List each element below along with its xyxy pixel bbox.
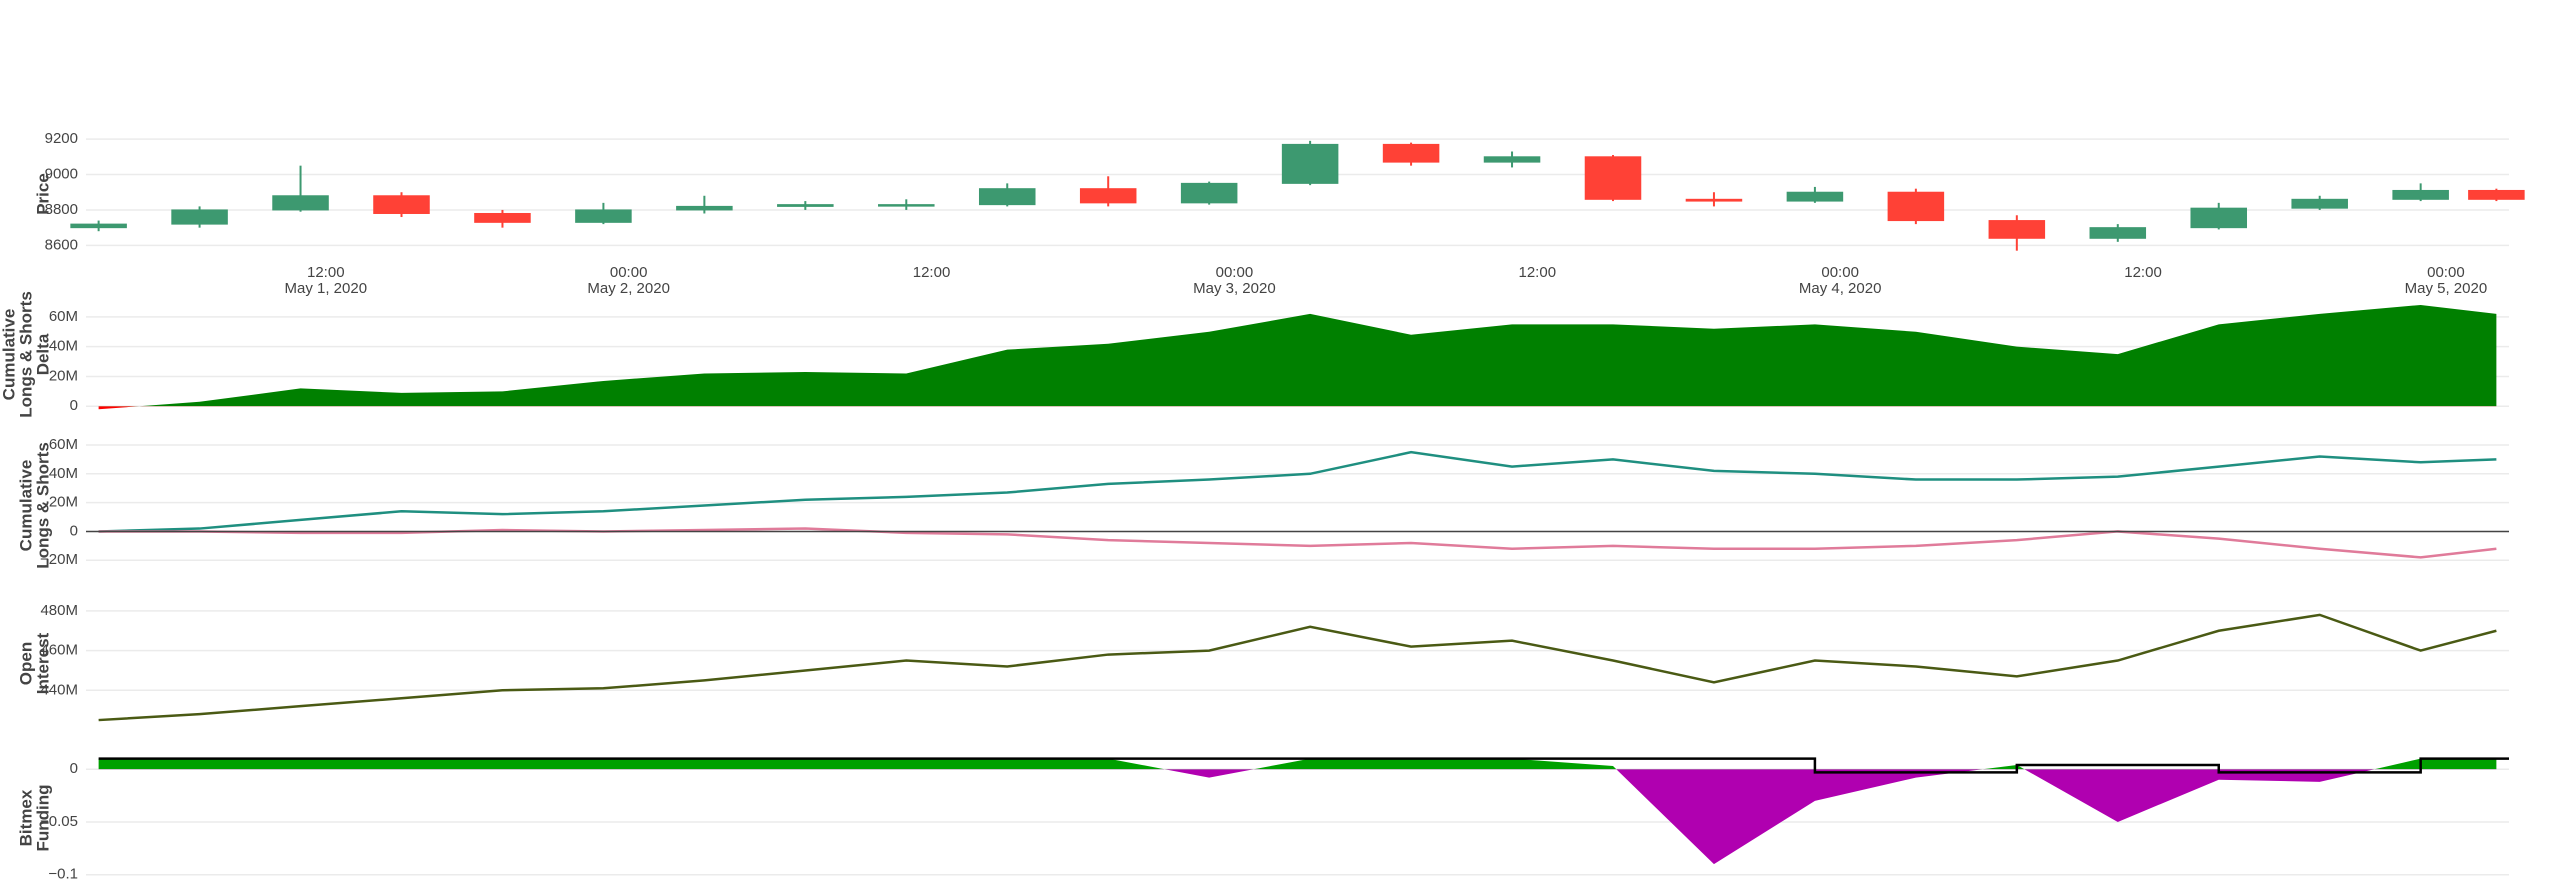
candle-body: [1483, 156, 1541, 163]
y-tick-label: 8800: [45, 201, 78, 218]
y-axis-title: Open: [16, 642, 35, 685]
x-tick-label: May 5, 2020: [2405, 280, 2488, 297]
candle-body: [2392, 189, 2449, 200]
candle-body: [575, 209, 632, 223]
y-axis-title: Longs & Shorts: [16, 291, 35, 418]
y-tick-label: 40M: [49, 338, 78, 355]
y-axis-title: Funding: [33, 784, 52, 851]
candle-body: [2468, 189, 2525, 200]
y-axis-title: Interest: [33, 632, 52, 694]
area-negative: [1164, 769, 2375, 865]
y-tick-label: 0: [70, 522, 78, 539]
line: [98, 450, 2497, 533]
candle-body: [2190, 207, 2248, 229]
y-axis-title: Price: [33, 173, 52, 215]
y-axis-title: Delta: [33, 333, 52, 375]
x-tick-label: 00:00: [2427, 264, 2465, 281]
x-tick-label: May 3, 2020: [1193, 280, 1276, 297]
candle-body: [2291, 198, 2348, 209]
y-tick-label: 9000: [45, 165, 78, 182]
x-tick-label: 00:00: [1821, 264, 1859, 281]
y-axis-title: Cumulative: [0, 309, 18, 401]
candle-body: [272, 195, 329, 211]
candle-body: [878, 204, 935, 207]
y-tick-label: 8600: [45, 236, 78, 253]
line: [98, 613, 2497, 722]
area-negative: [98, 406, 140, 410]
candle-body: [1786, 191, 1844, 202]
y-axis-title: Longs & Shorts: [33, 442, 52, 569]
y-tick-label: −20M: [40, 551, 78, 568]
line: [98, 757, 2509, 774]
y-tick-label: 20M: [49, 367, 78, 384]
candle-body: [171, 209, 228, 225]
x-tick-label: 12:00: [307, 264, 345, 281]
y-tick-label: 9200: [45, 130, 78, 147]
candle-body: [1584, 156, 1642, 200]
candle-body: [373, 195, 430, 214]
y-tick-label: 0: [70, 397, 78, 414]
candle-body: [1988, 220, 2046, 239]
area-positive: [98, 758, 2497, 770]
y-tick-label: 20M: [49, 494, 78, 511]
y-tick-label: 480M: [40, 602, 78, 619]
y-tick-label: 460M: [40, 642, 78, 659]
candle-body: [777, 204, 834, 207]
x-tick-label: May 2, 2020: [587, 280, 670, 297]
y-tick-label: −0.1: [48, 866, 78, 883]
x-tick-label: 00:00: [1216, 264, 1254, 281]
candle-body: [1887, 191, 1945, 222]
candle-body: [1685, 198, 1743, 202]
candle-body: [1382, 143, 1440, 163]
x-tick-label: May 4, 2020: [1799, 280, 1882, 297]
y-axis-title: Bitmex: [16, 789, 35, 846]
x-tick-label: 12:00: [1519, 264, 1557, 281]
candle-body: [474, 212, 531, 223]
x-tick-label: 00:00: [610, 264, 648, 281]
area-positive: [98, 304, 2497, 407]
x-tick-label: May 1, 2020: [284, 280, 367, 297]
line: [98, 527, 2497, 559]
candle-body: [676, 205, 733, 211]
candle-body: [1180, 182, 1238, 204]
y-tick-label: 40M: [49, 465, 78, 482]
x-tick-label: 12:00: [2124, 264, 2162, 281]
y-tick-label: 0: [70, 760, 78, 777]
candle-body: [2089, 227, 2147, 239]
candle-body: [1281, 143, 1339, 184]
candle-body: [1079, 188, 1137, 204]
x-tick-label: 12:00: [913, 264, 951, 281]
candle-body: [70, 223, 127, 229]
y-tick-label: 440M: [40, 681, 78, 698]
y-tick-label: 60M: [49, 436, 78, 453]
y-axis-title: Cumulative: [16, 460, 35, 552]
candle-body: [978, 188, 1036, 206]
y-tick-label: 60M: [49, 308, 78, 325]
y-tick-label: −0.05: [40, 813, 78, 830]
